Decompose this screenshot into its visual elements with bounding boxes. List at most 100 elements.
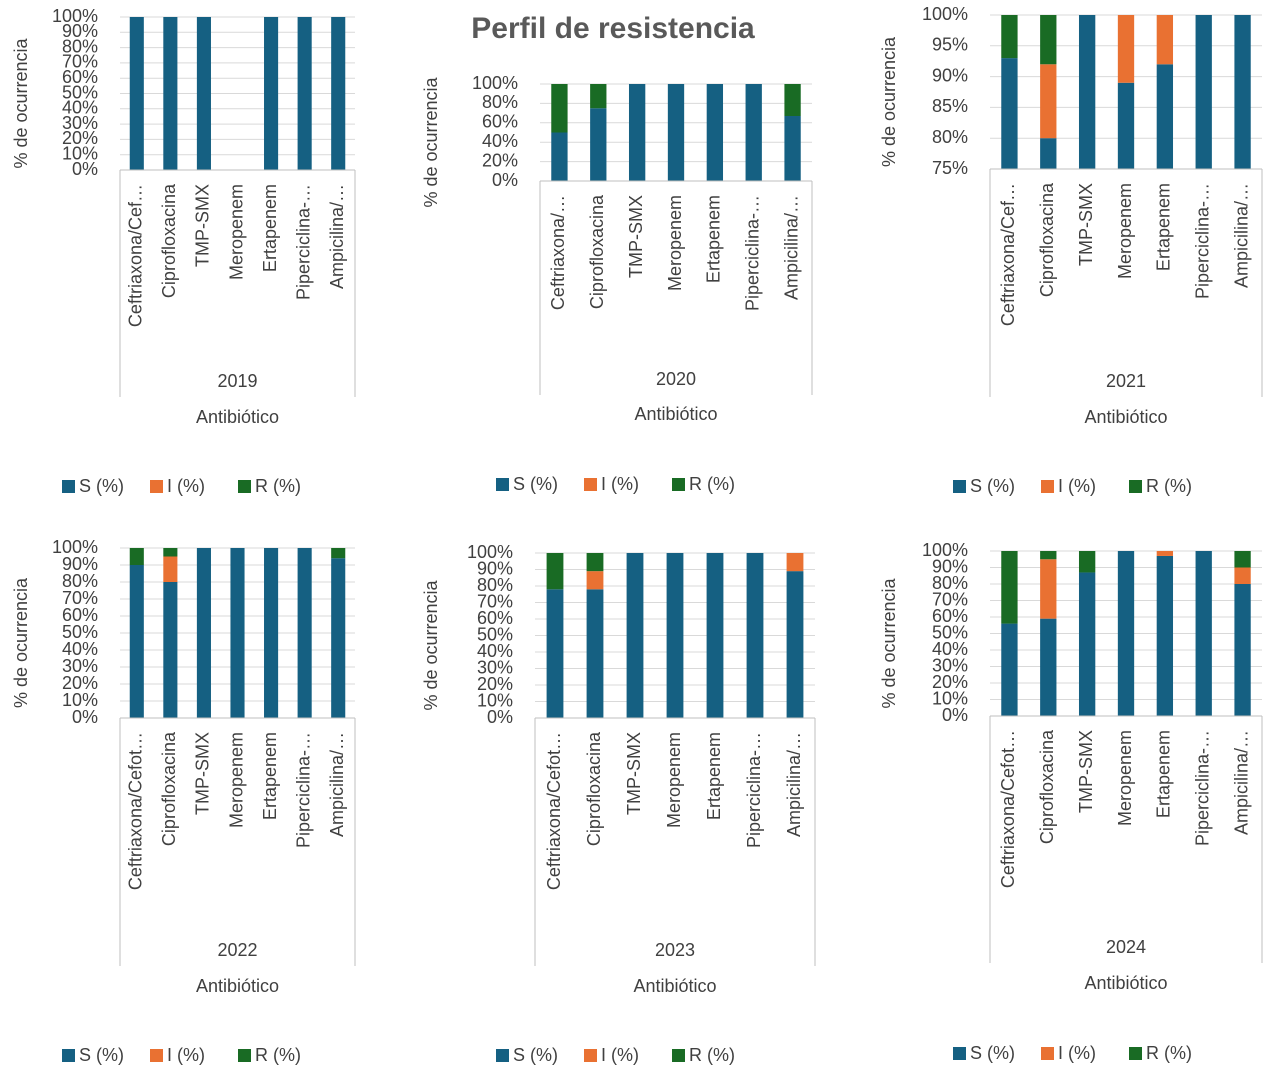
legend-label: I (%) <box>601 1045 639 1065</box>
x-tick-label: Meropenem <box>1115 183 1135 279</box>
y-tick-label: 90% <box>62 21 98 41</box>
x-tick-label: TMP-SMX <box>193 732 213 815</box>
legend-label: R (%) <box>255 1045 301 1065</box>
y-tick-label: 85% <box>932 96 968 116</box>
legend-swatch <box>953 480 966 493</box>
x-tick-label: Meropenem <box>1115 730 1135 826</box>
legend-swatch <box>150 480 163 493</box>
x-tick-label: Ampicilina/… <box>327 184 347 289</box>
y-tick-label: 0% <box>72 707 98 727</box>
legend-label: I (%) <box>1058 476 1096 496</box>
legend-swatch <box>1129 1047 1142 1060</box>
legend-label: S (%) <box>513 474 558 494</box>
x-tick-label: Piperciclina-… <box>1192 183 1212 299</box>
bar-segment <box>786 553 804 572</box>
x-tick-label: Ertapenem <box>1154 730 1174 818</box>
bar-segment <box>1040 64 1057 139</box>
y-tick-label: 60% <box>477 608 513 628</box>
y-tick-label: 100% <box>52 537 98 557</box>
bar-segment <box>196 548 211 718</box>
y-tick-label: 0% <box>487 707 513 727</box>
legend-swatch <box>584 478 597 491</box>
y-tick-label: 30% <box>62 656 98 676</box>
legend-swatch <box>62 1049 75 1062</box>
bar-segment <box>1195 551 1212 716</box>
bar-segment <box>331 558 346 718</box>
legend-swatch <box>1041 480 1054 493</box>
legend-swatch <box>1041 1047 1054 1060</box>
y-tick-label: 0% <box>72 159 98 179</box>
y-tick-label: 10% <box>932 688 968 708</box>
y-tick-label: 100% <box>52 6 98 26</box>
bar-segment <box>1001 623 1018 716</box>
x-tick-label: Ampicilina/… <box>1231 183 1251 288</box>
y-tick-label: 80% <box>932 127 968 147</box>
y-tick-label: 20% <box>477 674 513 694</box>
bar-segment <box>1040 138 1057 169</box>
y-axis-title: % de ocurrencia <box>879 577 899 708</box>
bar-segment <box>586 571 604 590</box>
y-tick-label: 40% <box>482 131 518 151</box>
legend-label: I (%) <box>1058 1043 1096 1063</box>
legend-swatch <box>238 480 251 493</box>
y-tick-label: 90% <box>932 556 968 576</box>
y-tick-label: 70% <box>62 52 98 72</box>
bar-segment <box>1001 15 1018 59</box>
x-tick-label: Piperciclina-… <box>293 732 313 848</box>
legend-swatch <box>62 480 75 493</box>
y-tick-label: 40% <box>62 639 98 659</box>
y-tick-label: 40% <box>932 639 968 659</box>
x-axis-title: Antibiótico <box>196 976 279 996</box>
x-tick-label: Ciprofloxacina <box>587 194 607 309</box>
y-tick-label: 30% <box>932 655 968 675</box>
x-tick-label: Meropenem <box>226 732 246 828</box>
group-label: 2023 <box>655 940 695 960</box>
x-tick-label: Piperciclina-… <box>742 195 762 311</box>
y-tick-label: 20% <box>62 128 98 148</box>
bar-segment <box>546 553 564 590</box>
legend-swatch <box>584 1049 597 1062</box>
x-tick-label: TMP-SMX <box>193 184 213 267</box>
x-tick-label: Ceftriaxona/Cef… <box>126 184 146 327</box>
x-tick-label: Ceftriaxona/Cefot… <box>998 730 1018 888</box>
x-axis-title: Antibiótico <box>196 407 279 427</box>
y-tick-label: 70% <box>62 588 98 608</box>
legend-label: R (%) <box>689 474 735 494</box>
bar-segment <box>1001 58 1018 170</box>
bar-segment <box>1040 618 1057 716</box>
bar-segment <box>1117 82 1135 169</box>
y-axis-title: % de ocurrencia <box>421 579 441 710</box>
x-tick-label: Piperciclina-… <box>744 732 764 848</box>
legend-swatch <box>496 478 509 491</box>
bar-segment <box>196 17 211 170</box>
y-tick-label: 30% <box>62 113 98 133</box>
y-tick-label: 90% <box>932 65 968 85</box>
y-tick-label: 80% <box>62 36 98 56</box>
bar-segment <box>1078 15 1096 169</box>
y-tick-label: 50% <box>62 622 98 642</box>
legend-label: R (%) <box>255 476 301 496</box>
x-tick-label: Ciprofloxacina <box>584 731 604 846</box>
y-axis-title: % de ocurrencia <box>421 76 441 207</box>
x-tick-label: Ampicilina/… <box>327 732 347 837</box>
x-tick-label: Ertapenem <box>260 184 280 272</box>
y-axis-title: % de ocurrencia <box>11 37 31 168</box>
bar-segment <box>1040 559 1057 619</box>
y-tick-label: 10% <box>477 690 513 710</box>
y-axis-title: % de ocurrencia <box>11 577 31 708</box>
x-tick-label: TMP-SMX <box>626 195 646 278</box>
y-tick-label: 20% <box>932 672 968 692</box>
legend-swatch <box>953 1047 966 1060</box>
bar-segment <box>297 548 312 718</box>
bar-segment <box>264 548 279 718</box>
bar-segment <box>667 84 685 181</box>
bar-segment <box>163 17 178 170</box>
x-tick-label: Ceftriaxona/Cefot… <box>544 732 564 890</box>
page-title: Perfil de resistencia <box>471 12 755 45</box>
x-tick-label: Ciprofloxacina <box>159 183 179 298</box>
group-label: 2022 <box>217 940 257 960</box>
x-tick-label: Ceftriaxona/Cef… <box>998 183 1018 326</box>
legend-label: I (%) <box>601 474 639 494</box>
